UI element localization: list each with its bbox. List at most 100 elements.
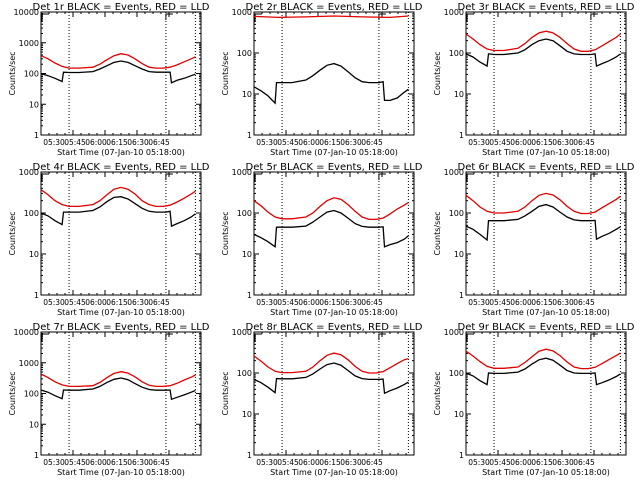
x-tick-label: 06:30 [552,298,574,307]
y-tick-label: 1 [247,291,252,300]
x-tick-label: 06:00 [85,458,107,467]
x-tick-label: 05:30 [256,458,278,467]
x-axis-label: Start Time (07-Jan-10 05:18:00) [482,468,610,477]
events-series-line [40,377,196,401]
y-tick-label: 1 [34,131,39,140]
x-tick-label: 05:30 [256,298,278,307]
lld-series-line [465,30,621,52]
x-tick-label: 06:45 [361,458,383,467]
plot-frame [253,11,415,136]
events-series-line [40,196,196,228]
y-axis-label: Counts/sec [433,211,442,255]
events-series-line [253,362,409,395]
panel-title: Det 1r BLACK = Events, RED = LLD [33,2,210,13]
x-tick-label: 06:15 [106,138,128,147]
x-tick-label: 05:30 [256,138,278,147]
bracket-marker [466,13,474,22]
x-tick-label: 05:45 [277,298,299,307]
y-tick-label: 1 [247,131,252,140]
panel-title: Det 7r BLACK = Events, RED = LLD [33,322,210,333]
x-tick-label: 05:45 [277,458,299,467]
y-tick-label: 100 [449,209,464,218]
x-tick-label: 06:15 [531,138,553,147]
x-axis-label: Start Time (07-Jan-10 05:18:00) [270,148,398,157]
events-series-line [253,209,409,249]
x-tick-label: 06:15 [106,458,128,467]
x-tick-label: 06:45 [573,138,595,147]
y-tick-label: 1 [247,451,252,460]
x-tick-label: 05:45 [489,138,511,147]
y-tick-label: 1000 [444,328,464,337]
panel-title: Det 9r BLACK = Events, RED = LLD [458,322,635,333]
lld-series-line [253,197,409,221]
y-tick-label: 10 [29,420,39,429]
panel-det-6: Det 6r BLACK = Events, RED = LLD 1 10 100 10… [433,162,635,317]
plot-frame [465,171,627,296]
events-series-line [253,62,409,105]
panel-title: Det 5r BLACK = Events, RED = LLD [246,162,423,173]
y-tick-label: 1 [459,451,464,460]
y-tick-label: 100 [237,49,252,58]
x-tick-label: 05:30 [468,458,490,467]
x-tick-label: 06:30 [127,138,149,147]
bracket-marker [41,173,49,182]
y-axis-label: Counts/sec [8,51,17,95]
x-tick-label: 05:45 [489,458,511,467]
y-tick-label: 100 [24,70,39,79]
plot-frame [40,11,202,136]
y-tick-label: 1000 [444,168,464,177]
x-tick-label: 06:30 [127,458,149,467]
x-tick-label: 05:30 [468,138,490,147]
y-tick-label: 10 [242,250,252,259]
bracket-marker [466,333,474,342]
events-series-line [465,203,621,242]
x-tick-label: 06:45 [148,298,170,307]
x-tick-label: 06:45 [148,458,170,467]
y-axis-label: Counts/sec [8,211,17,255]
y-tick-label: 1000 [19,168,39,177]
plot-frame [253,171,415,296]
y-tick-label: 1000 [232,8,252,17]
x-tick-label: 06:30 [127,298,149,307]
y-tick-label: 1 [459,291,464,300]
y-tick-label: 1 [34,451,39,460]
x-tick-label: 06:30 [552,458,574,467]
x-tick-label: 05:45 [64,298,86,307]
y-tick-label: 100 [449,49,464,58]
panel-title: Det 3r BLACK = Events, RED = LLD [458,2,635,13]
panel-det-2: Det 2r BLACK = Events, RED = LLD 1 10 100 10… [221,2,423,157]
x-tick-label: 06:00 [298,138,320,147]
bracket-marker [590,13,598,20]
bracket-marker [378,333,386,340]
x-axis-label: Start Time (07-Jan-10 05:18:00) [482,308,610,317]
lld-series-line [465,348,621,370]
x-tick-label: 05:30 [43,298,65,307]
bracket-marker [378,173,386,180]
x-tick-label: 06:00 [510,138,532,147]
x-tick-label: 06:45 [361,298,383,307]
lld-series-line [465,192,621,215]
panel-title: Det 2r BLACK = Events, RED = LLD [246,2,423,13]
x-tick-label: 06:30 [340,298,362,307]
y-axis-label: Counts/sec [433,371,442,415]
bracket-marker [165,173,173,180]
x-axis-label: Start Time (07-Jan-10 05:18:00) [482,148,610,157]
y-tick-label: 1000 [444,8,464,17]
x-tick-label: 06:00 [298,298,320,307]
y-axis-label: Counts/sec [221,371,230,415]
x-tick-label: 05:30 [43,458,65,467]
lld-series-line [253,352,409,374]
y-tick-label: 10 [29,100,39,109]
x-tick-label: 05:30 [43,138,65,147]
x-tick-label: 05:45 [489,298,511,307]
y-tick-label: 10 [29,250,39,259]
panel-det-3: Det 3r BLACK = Events, RED = LLD 1 10 100 10… [433,2,635,157]
panel-title: Det 4r BLACK = Events, RED = LLD [33,162,210,173]
y-tick-label: 10000 [14,8,39,17]
plot-frame [465,11,627,136]
x-tick-label: 05:45 [64,458,86,467]
y-tick-label: 10 [242,90,252,99]
x-tick-label: 06:30 [340,138,362,147]
x-tick-label: 06:45 [573,458,595,467]
y-tick-label: 1000 [232,168,252,177]
